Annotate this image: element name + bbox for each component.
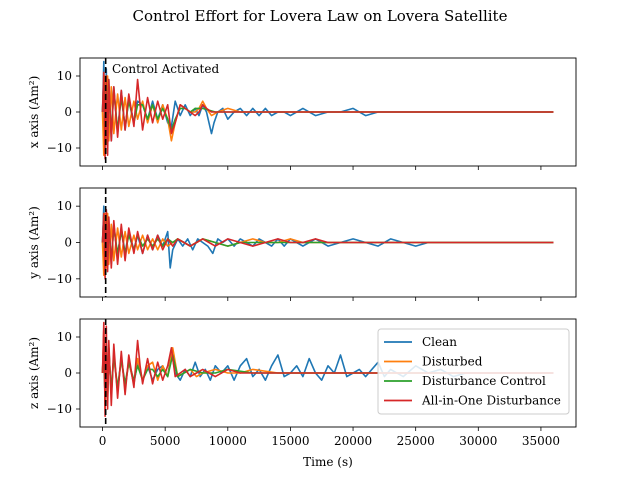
legend: Clean Disturbed Disturbance Control All-in-… [377,328,570,415]
x-tick-label: 30000 [459,434,497,448]
series-line-clean [101,205,554,273]
legend-label: All-in-One Disturbance [421,394,561,408]
legend-label: Clean [422,335,457,349]
series-group [101,60,554,160]
y-tick-label: −10 [47,402,72,416]
x-tick-label: 5000 [150,434,181,448]
series-line-all-in-one-disturbance [101,209,554,280]
series-group [101,205,554,280]
y-tick-label: −10 [47,141,72,155]
y-tick-label: 0 [64,236,72,250]
y-tick-label: −10 [47,272,72,286]
legend-label: Disturbed [422,355,483,369]
control-activated-annotation: Control Activated [112,62,219,76]
panel-1: −10 0 10 x axis (Am²) Control Activated [27,57,577,170]
y-tick-label: 0 [64,105,72,119]
panel-2: −10 0 10 y axis (Am²) [27,187,577,301]
y-tick-label: 0 [64,366,72,380]
y-tick-label: 10 [57,330,72,344]
series-line-all-in-one-disturbance [101,71,554,160]
x-tick-label: 25000 [397,434,435,448]
x-tick-label: 35000 [522,434,560,448]
legend-label: Disturbance Control [422,374,546,388]
y-tick-label: 10 [57,199,72,213]
legend-box [377,328,570,415]
x-tick-label: 15000 [271,434,309,448]
panels-group: −10 0 10 x axis (Am²) Control Activated −10 0 1… [27,57,577,448]
y-axis-label: z axis (Am²) [27,337,41,409]
y-axis-label: x axis (Am²) [27,76,41,149]
y-tick-label: 10 [57,69,72,83]
chart-title: Control Effort for Lovera Law on Lovera … [133,7,508,25]
series-line-disturbed [101,75,554,156]
y-axis-label: y axis (Am²) [27,206,41,280]
x-tick-label: 20000 [334,434,372,448]
x-tick-label: 10000 [209,434,247,448]
series-line-all-in-one-disturbance [101,321,554,418]
x-axis-label: Time (s) [303,455,353,469]
x-tick-label: 0 [99,434,107,448]
